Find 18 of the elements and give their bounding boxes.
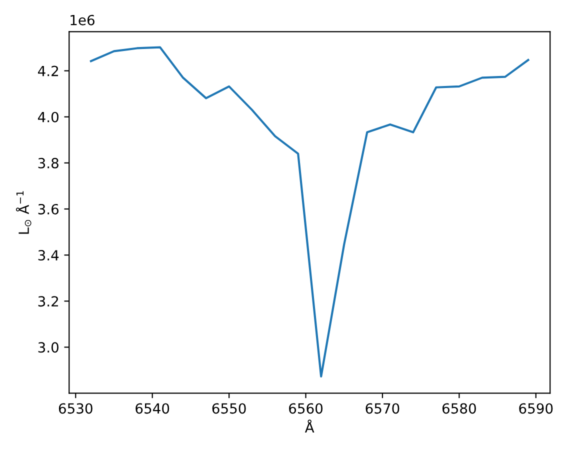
y-tick-label: 3.4 (38, 250, 59, 261)
x-tick-label: 6580 (442, 403, 476, 414)
y-tick-label: 3.0 (38, 342, 58, 353)
x-tick-label: 6560 (289, 403, 323, 414)
x-tick-label: 6530 (58, 403, 92, 414)
x-axis-title: Å (304, 420, 314, 433)
x-tick-label: 6570 (366, 403, 400, 414)
y-tick-label: 3.6 (38, 204, 59, 214)
y-tick-label: 4.2 (38, 66, 58, 76)
x-tick-label: 6540 (136, 403, 170, 414)
text: 1e6 (70, 14, 94, 26)
y-tick-label: 3.2 (38, 296, 58, 307)
x-tick-label: 6590 (519, 403, 553, 414)
y-tick-label: 3.8 (38, 158, 58, 168)
y-axis-title: L$_{⊙}$ Å$^{−1}$ (16, 191, 32, 234)
line-series (90, 46, 530, 378)
x-tick-label: 6550 (212, 403, 246, 414)
y-tick-label: 4.0 (38, 112, 58, 122)
